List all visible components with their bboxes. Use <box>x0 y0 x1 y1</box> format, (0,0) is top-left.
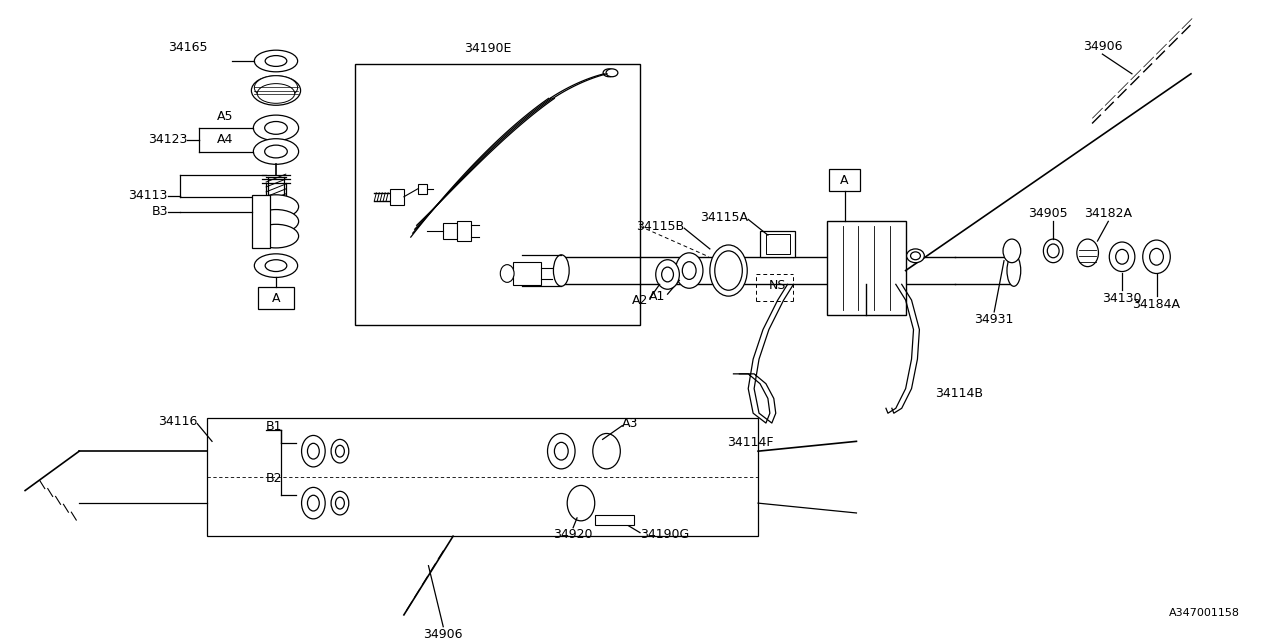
Ellipse shape <box>662 267 673 282</box>
Ellipse shape <box>302 488 325 519</box>
Ellipse shape <box>1116 250 1129 264</box>
Bar <box>355 64 640 324</box>
Text: A4: A4 <box>216 133 233 146</box>
Ellipse shape <box>335 497 344 509</box>
Text: A347001158: A347001158 <box>1169 608 1240 618</box>
Text: 34190E: 34190E <box>463 42 511 54</box>
Ellipse shape <box>1149 248 1164 265</box>
Text: A: A <box>271 292 280 305</box>
Text: 34113: 34113 <box>128 189 168 202</box>
Ellipse shape <box>1110 242 1135 271</box>
Ellipse shape <box>265 122 287 134</box>
Text: 34123: 34123 <box>148 133 187 146</box>
Ellipse shape <box>307 444 319 459</box>
Text: A2: A2 <box>631 294 648 307</box>
Text: 34115A: 34115A <box>700 211 749 224</box>
Bar <box>259 287 293 309</box>
Ellipse shape <box>335 445 344 457</box>
Text: 34165: 34165 <box>168 41 207 54</box>
Ellipse shape <box>251 76 301 105</box>
Ellipse shape <box>1047 244 1059 258</box>
Ellipse shape <box>593 433 621 469</box>
Ellipse shape <box>265 145 287 158</box>
Ellipse shape <box>253 115 298 141</box>
Ellipse shape <box>253 209 298 233</box>
Text: NS: NS <box>769 279 786 292</box>
Ellipse shape <box>265 260 287 271</box>
Text: 34931: 34931 <box>974 313 1014 326</box>
Text: 34184A: 34184A <box>1133 298 1180 310</box>
Text: B1: B1 <box>266 420 283 433</box>
Ellipse shape <box>253 195 298 218</box>
Bar <box>595 515 634 525</box>
Ellipse shape <box>603 69 614 77</box>
Bar <box>829 169 860 191</box>
Text: 34906: 34906 <box>1083 40 1123 52</box>
Ellipse shape <box>1143 240 1170 273</box>
Ellipse shape <box>255 50 298 72</box>
Text: 34906: 34906 <box>424 628 463 640</box>
Ellipse shape <box>567 485 595 521</box>
Ellipse shape <box>253 139 298 164</box>
Text: 34920: 34920 <box>553 528 593 541</box>
Text: B3: B3 <box>151 205 168 218</box>
Ellipse shape <box>1007 255 1020 286</box>
Bar <box>760 231 795 257</box>
Ellipse shape <box>307 495 319 511</box>
Ellipse shape <box>302 435 325 467</box>
Text: A3: A3 <box>622 417 639 430</box>
Ellipse shape <box>1043 239 1064 262</box>
Text: 34130: 34130 <box>1102 292 1142 305</box>
Ellipse shape <box>910 252 920 260</box>
Text: A5: A5 <box>216 109 233 123</box>
Ellipse shape <box>255 254 298 277</box>
Ellipse shape <box>253 224 298 248</box>
Bar <box>457 221 471 241</box>
Ellipse shape <box>332 492 348 515</box>
Text: B2: B2 <box>266 472 283 485</box>
Bar <box>765 234 790 254</box>
Bar <box>417 184 428 194</box>
Bar <box>252 195 270 248</box>
Ellipse shape <box>265 56 287 67</box>
Ellipse shape <box>500 265 515 282</box>
Text: 34190G: 34190G <box>640 528 689 541</box>
Bar <box>207 418 758 536</box>
Text: 34905: 34905 <box>1028 207 1068 220</box>
Ellipse shape <box>255 76 298 99</box>
Text: 34114F: 34114F <box>727 436 773 449</box>
Bar <box>513 262 540 285</box>
Text: 34114B: 34114B <box>936 387 983 400</box>
Ellipse shape <box>257 84 294 103</box>
Ellipse shape <box>1004 239 1020 262</box>
Ellipse shape <box>676 253 703 288</box>
Bar <box>390 189 404 205</box>
Text: 34116: 34116 <box>157 415 197 428</box>
Bar <box>827 221 906 315</box>
Ellipse shape <box>714 251 742 290</box>
Ellipse shape <box>906 249 924 262</box>
Ellipse shape <box>605 69 618 77</box>
Ellipse shape <box>682 262 696 280</box>
Ellipse shape <box>554 442 568 460</box>
Ellipse shape <box>655 260 680 289</box>
Ellipse shape <box>710 245 748 296</box>
Text: A1: A1 <box>649 290 666 303</box>
Ellipse shape <box>332 440 348 463</box>
Ellipse shape <box>553 255 570 286</box>
Ellipse shape <box>548 433 575 469</box>
Bar <box>443 223 457 239</box>
Text: 34182A: 34182A <box>1084 207 1133 220</box>
Text: 34115B: 34115B <box>636 220 685 233</box>
Text: A: A <box>841 173 849 186</box>
Ellipse shape <box>1076 239 1098 267</box>
